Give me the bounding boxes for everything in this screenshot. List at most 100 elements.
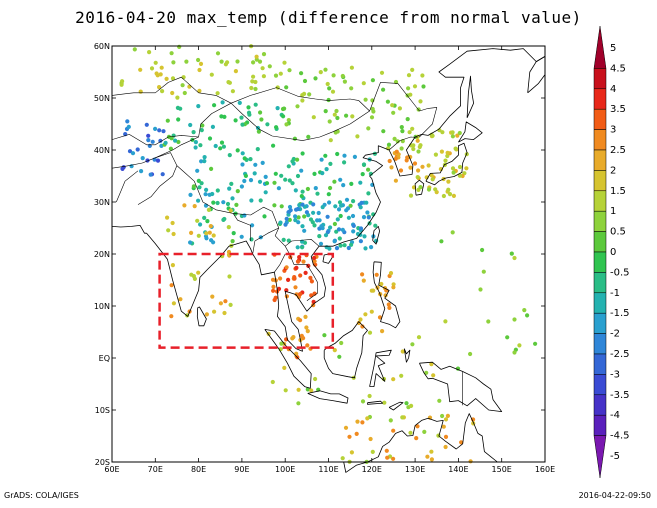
footer-credit: GrADS: COLA/IGES bbox=[4, 491, 79, 500]
station-point bbox=[196, 178, 201, 183]
station-point bbox=[299, 168, 304, 173]
coastline bbox=[372, 226, 380, 245]
colorbar-segment bbox=[593, 333, 607, 355]
country-border bbox=[116, 170, 139, 203]
station-point bbox=[207, 136, 213, 141]
station-point bbox=[135, 147, 140, 152]
station-point bbox=[297, 203, 302, 208]
station-point bbox=[343, 425, 349, 430]
station-point bbox=[283, 388, 288, 393]
station-point bbox=[228, 208, 233, 213]
station-point bbox=[339, 340, 344, 346]
station-point bbox=[443, 158, 448, 163]
station-point bbox=[388, 418, 393, 423]
station-point bbox=[429, 457, 434, 462]
station-point bbox=[363, 246, 368, 251]
country-border bbox=[155, 82, 438, 159]
station-point bbox=[410, 126, 415, 131]
station-point bbox=[171, 231, 176, 237]
station-point bbox=[154, 71, 159, 76]
station-point bbox=[286, 238, 291, 243]
colorbar-segment bbox=[593, 190, 607, 212]
station-point bbox=[315, 218, 320, 223]
station-point bbox=[200, 123, 205, 128]
station-point bbox=[127, 149, 133, 154]
station-point bbox=[239, 234, 244, 239]
station-point bbox=[149, 66, 155, 71]
station-point bbox=[379, 70, 385, 75]
station-point bbox=[365, 210, 370, 215]
station-point bbox=[400, 129, 405, 134]
station-point bbox=[411, 146, 416, 152]
station-point bbox=[278, 220, 283, 225]
lon-tick-label: 70E bbox=[148, 465, 163, 474]
station-point bbox=[326, 192, 331, 197]
station-point bbox=[204, 236, 209, 241]
station-point bbox=[212, 309, 217, 314]
station-point bbox=[366, 215, 371, 220]
station-point bbox=[159, 65, 164, 70]
station-point bbox=[394, 149, 399, 154]
lat-tick-label: 50N bbox=[94, 94, 110, 103]
coastline bbox=[323, 321, 368, 379]
station-point bbox=[355, 134, 360, 139]
station-point bbox=[381, 87, 386, 92]
station-point bbox=[338, 177, 343, 182]
station-point bbox=[229, 181, 234, 186]
station-point bbox=[168, 146, 173, 151]
station-point bbox=[399, 146, 404, 151]
station-point bbox=[295, 157, 300, 162]
station-point bbox=[283, 222, 288, 227]
station-point bbox=[380, 329, 385, 334]
station-point bbox=[453, 146, 458, 151]
station-point bbox=[295, 245, 300, 250]
station-point bbox=[446, 187, 451, 192]
station-point bbox=[387, 158, 392, 164]
station-point bbox=[355, 419, 360, 424]
station-point bbox=[360, 272, 365, 277]
station-point bbox=[233, 69, 238, 74]
station-point bbox=[366, 167, 371, 172]
station-point bbox=[300, 98, 305, 103]
station-point bbox=[193, 145, 198, 150]
station-point bbox=[300, 189, 305, 194]
station-point bbox=[205, 219, 210, 224]
station-point bbox=[228, 302, 233, 307]
station-point bbox=[271, 288, 276, 293]
station-point bbox=[328, 225, 333, 230]
station-point bbox=[248, 178, 254, 183]
station-point bbox=[364, 200, 369, 205]
station-point bbox=[512, 350, 517, 355]
station-point bbox=[220, 100, 225, 105]
station-point bbox=[312, 255, 317, 261]
lat-tick-label: 20S bbox=[95, 458, 110, 467]
station-point bbox=[278, 276, 283, 281]
station-point bbox=[155, 158, 161, 163]
station-point bbox=[317, 234, 322, 239]
station-point bbox=[407, 130, 412, 135]
coastline bbox=[527, 56, 546, 94]
station-point bbox=[387, 305, 392, 310]
station-point bbox=[196, 198, 201, 203]
station-point bbox=[140, 156, 145, 161]
station-point bbox=[249, 198, 254, 203]
station-point bbox=[344, 113, 349, 118]
station-point bbox=[187, 84, 192, 89]
station-point bbox=[338, 243, 343, 248]
station-point bbox=[210, 294, 215, 299]
station-point bbox=[406, 86, 411, 91]
station-point bbox=[447, 192, 453, 197]
station-point bbox=[346, 215, 351, 220]
station-point bbox=[450, 134, 455, 139]
station-point bbox=[351, 229, 356, 234]
station-point bbox=[505, 335, 510, 340]
station-point bbox=[341, 183, 346, 188]
station-points bbox=[119, 44, 538, 464]
station-point bbox=[408, 165, 413, 170]
station-point bbox=[197, 185, 202, 190]
station-point bbox=[361, 215, 367, 220]
station-point bbox=[284, 85, 289, 90]
station-point bbox=[287, 204, 293, 210]
colorbar-label: 0.5 bbox=[610, 227, 626, 238]
station-point bbox=[429, 173, 434, 178]
